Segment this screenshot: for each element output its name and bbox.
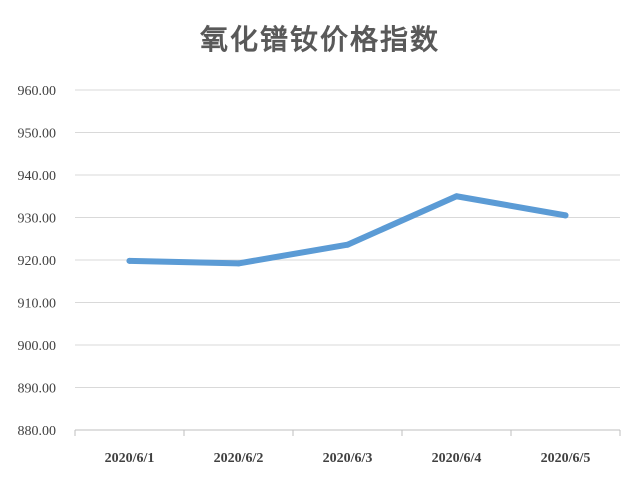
data-point xyxy=(126,257,133,264)
x-axis xyxy=(74,429,621,436)
x-tick-label: 2020/6/3 xyxy=(323,451,373,466)
y-axis-tick-labels: 880.00 890.00 900.00 910.00 920.00 930.00 940.… xyxy=(18,84,57,439)
y-tick-label: 940.00 xyxy=(18,169,57,184)
series-layer xyxy=(126,193,569,267)
series-line xyxy=(126,193,569,267)
y-tick-label: 880.00 xyxy=(18,424,57,439)
y-tick-label: 890.00 xyxy=(18,382,57,397)
y-tick-label: 950.00 xyxy=(18,127,57,142)
x-axis-tick-labels: 2020/6/1 2020/6/2 2020/6/3 2020/6/4 2020/6/5 xyxy=(105,451,591,466)
y-tick-label: 930.00 xyxy=(18,212,57,227)
x-tick-label: 2020/6/4 xyxy=(432,451,482,466)
y-tick-label: 920.00 xyxy=(18,254,57,269)
chart-title: 氧化镨钕价格指数 xyxy=(199,23,440,56)
gridlines xyxy=(75,89,620,388)
y-tick-label: 900.00 xyxy=(18,339,57,354)
y-tick-label: 910.00 xyxy=(18,297,57,312)
x-tick-label: 2020/6/5 xyxy=(541,451,591,466)
y-tick-label: 960.00 xyxy=(18,84,57,99)
x-tick-label: 2020/6/2 xyxy=(214,451,264,466)
data-point xyxy=(562,212,569,219)
data-point xyxy=(235,260,242,267)
data-point xyxy=(344,241,351,248)
x-tick-label: 2020/6/1 xyxy=(105,451,155,466)
data-point xyxy=(453,193,460,200)
